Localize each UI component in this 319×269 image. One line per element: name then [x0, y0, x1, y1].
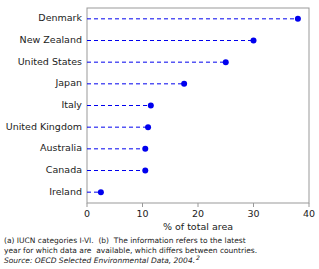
dot — [148, 103, 154, 109]
stem — [87, 148, 145, 149]
dot — [223, 59, 229, 65]
stem — [87, 127, 148, 128]
x-tick-label: 0 — [84, 208, 90, 219]
category-label: Italy — [61, 99, 82, 110]
marks — [87, 16, 301, 195]
dot — [251, 38, 257, 44]
footnote: (a) IUCN categories I-VI. (b) The inform… — [4, 236, 246, 245]
dot — [142, 146, 148, 152]
dot — [181, 81, 187, 87]
x-tick-label: 30 — [247, 208, 259, 219]
x-axis-label: % of total area — [163, 221, 233, 232]
x-tick — [87, 203, 88, 207]
footnote-superscript: 2 — [196, 254, 200, 261]
stem — [87, 83, 184, 84]
stem — [87, 170, 145, 171]
dot — [142, 168, 148, 174]
stem — [87, 62, 226, 63]
x-tick-label: 10 — [136, 208, 148, 219]
category-label: New Zealand — [20, 34, 82, 45]
category-label: Ireland — [49, 186, 82, 197]
dot — [98, 189, 104, 195]
x-tick-label: 20 — [192, 208, 204, 219]
category-label: Japan — [55, 77, 83, 88]
dot — [295, 16, 301, 22]
stem — [87, 105, 151, 106]
category-label: Denmark — [38, 12, 82, 23]
dot — [145, 124, 151, 130]
x-tick — [309, 203, 310, 207]
category-label: Canada — [46, 164, 82, 175]
chart: Denmark New Zealand United States Japan Ital… — [0, 0, 319, 269]
category-label: United States — [18, 56, 82, 67]
x-tick — [198, 203, 199, 207]
category-label: Australia — [40, 142, 82, 153]
footnote: Source: OECD Selected Environmental Data… — [4, 256, 195, 265]
x-tick — [142, 203, 143, 207]
plot-frame — [87, 8, 309, 203]
category-label: United Kingdom — [6, 121, 82, 132]
stem — [87, 40, 254, 41]
stem — [87, 18, 298, 19]
footnote: year for which data are available, which… — [4, 246, 257, 255]
x-tick-label: 40 — [303, 208, 315, 219]
x-tick — [253, 203, 254, 207]
